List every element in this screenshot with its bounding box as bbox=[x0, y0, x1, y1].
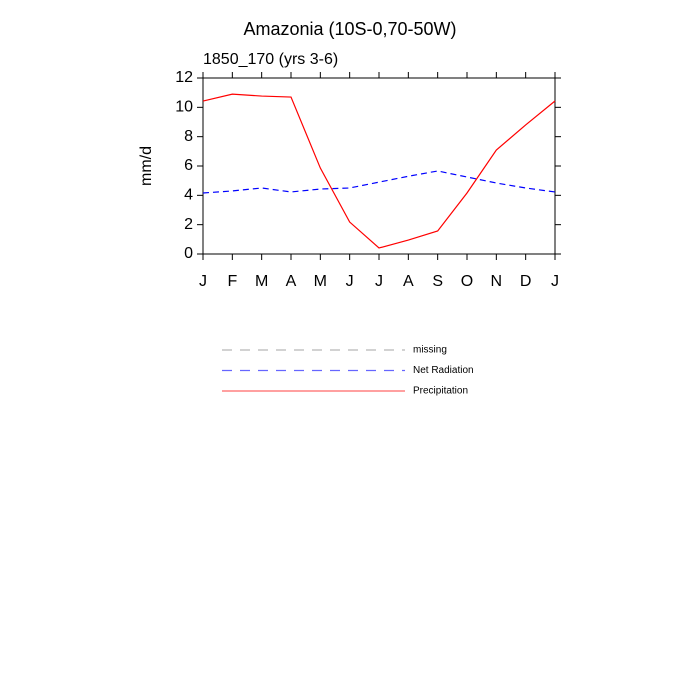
x-tick-label: O bbox=[461, 273, 473, 290]
y-tick-label: 0 bbox=[184, 245, 193, 262]
y-tick-label: 12 bbox=[175, 69, 193, 86]
x-tick-label: J bbox=[346, 273, 354, 290]
x-tick-label: S bbox=[432, 273, 443, 290]
x-tick-label: D bbox=[520, 273, 532, 290]
y-tick-label: 4 bbox=[184, 187, 193, 204]
plot-frame bbox=[202, 77, 556, 255]
x-tick-label: N bbox=[491, 273, 503, 290]
y-axis-label: mm/d bbox=[138, 146, 155, 186]
legend-label: missing bbox=[413, 345, 447, 356]
x-tick-label: F bbox=[227, 273, 237, 290]
legend-label: Net Radiation bbox=[413, 365, 474, 376]
x-tick-label: J bbox=[199, 273, 207, 290]
series-line bbox=[202, 93, 556, 249]
x-tick-label: A bbox=[286, 273, 297, 290]
y-tick-label: 2 bbox=[184, 216, 193, 233]
x-tick-label: J bbox=[375, 273, 383, 290]
legend-label: Precipitation bbox=[413, 386, 468, 397]
chart-subtitle: 1850_170 (yrs 3-6) bbox=[203, 51, 338, 68]
x-tick-label: M bbox=[314, 273, 327, 290]
y-tick-label: 10 bbox=[175, 99, 193, 116]
chart-title: Amazonia (10S-0,70-50W) bbox=[243, 19, 456, 39]
series-line bbox=[202, 170, 556, 194]
x-tick-label: A bbox=[403, 273, 414, 290]
x-tick-label: J bbox=[551, 273, 559, 290]
y-tick-label: 6 bbox=[184, 157, 193, 174]
x-tick-label: M bbox=[255, 273, 268, 290]
y-tick-label: 8 bbox=[184, 128, 193, 145]
